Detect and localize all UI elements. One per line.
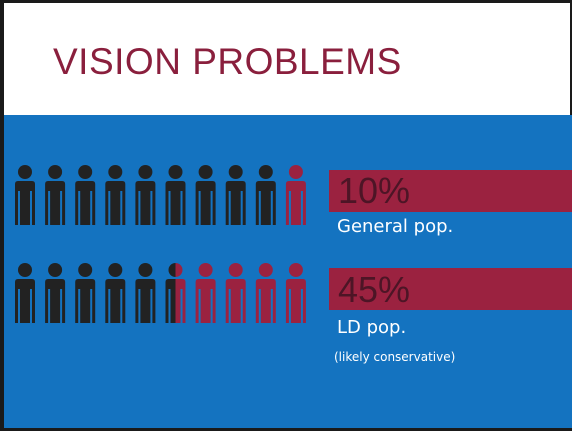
- person-icon: [15, 165, 35, 225]
- person-icon: [285, 263, 306, 323]
- stat-bar: [329, 170, 572, 212]
- stat-percent: 45%: [338, 269, 411, 310]
- person-icon: [105, 263, 126, 323]
- person-icon: [75, 263, 96, 323]
- person-icon: [165, 165, 186, 225]
- person-icon: [285, 165, 306, 225]
- person-icon: [225, 165, 246, 225]
- stat-label: General pop.: [337, 216, 454, 237]
- person-icon: [195, 263, 216, 323]
- people-row-ld: [15, 263, 306, 323]
- person-icon: [195, 165, 216, 225]
- stat-label: LD pop.: [337, 317, 407, 338]
- person-icon: [225, 263, 246, 323]
- person-icon: [15, 263, 35, 323]
- title-area: VISION PROBLEMS: [4, 3, 570, 115]
- person-icon: [45, 165, 66, 225]
- person-icon: [255, 165, 276, 225]
- stat-bar: [329, 268, 572, 310]
- person-icon: [75, 165, 96, 225]
- stat-note: (likely conservative): [334, 350, 456, 364]
- slide-title: VISION PROBLEMS: [53, 41, 402, 82]
- person-icon: [255, 263, 276, 323]
- people-row-general: [15, 165, 306, 225]
- body-area: 10% General pop. 45% LD pop. (likely con…: [4, 115, 572, 428]
- person-icon: [105, 165, 126, 225]
- person-icon: [135, 263, 156, 323]
- person-icon: [45, 263, 66, 323]
- stat-percent: 10%: [338, 170, 411, 211]
- person-icon: [165, 263, 186, 323]
- person-icon: [135, 165, 156, 225]
